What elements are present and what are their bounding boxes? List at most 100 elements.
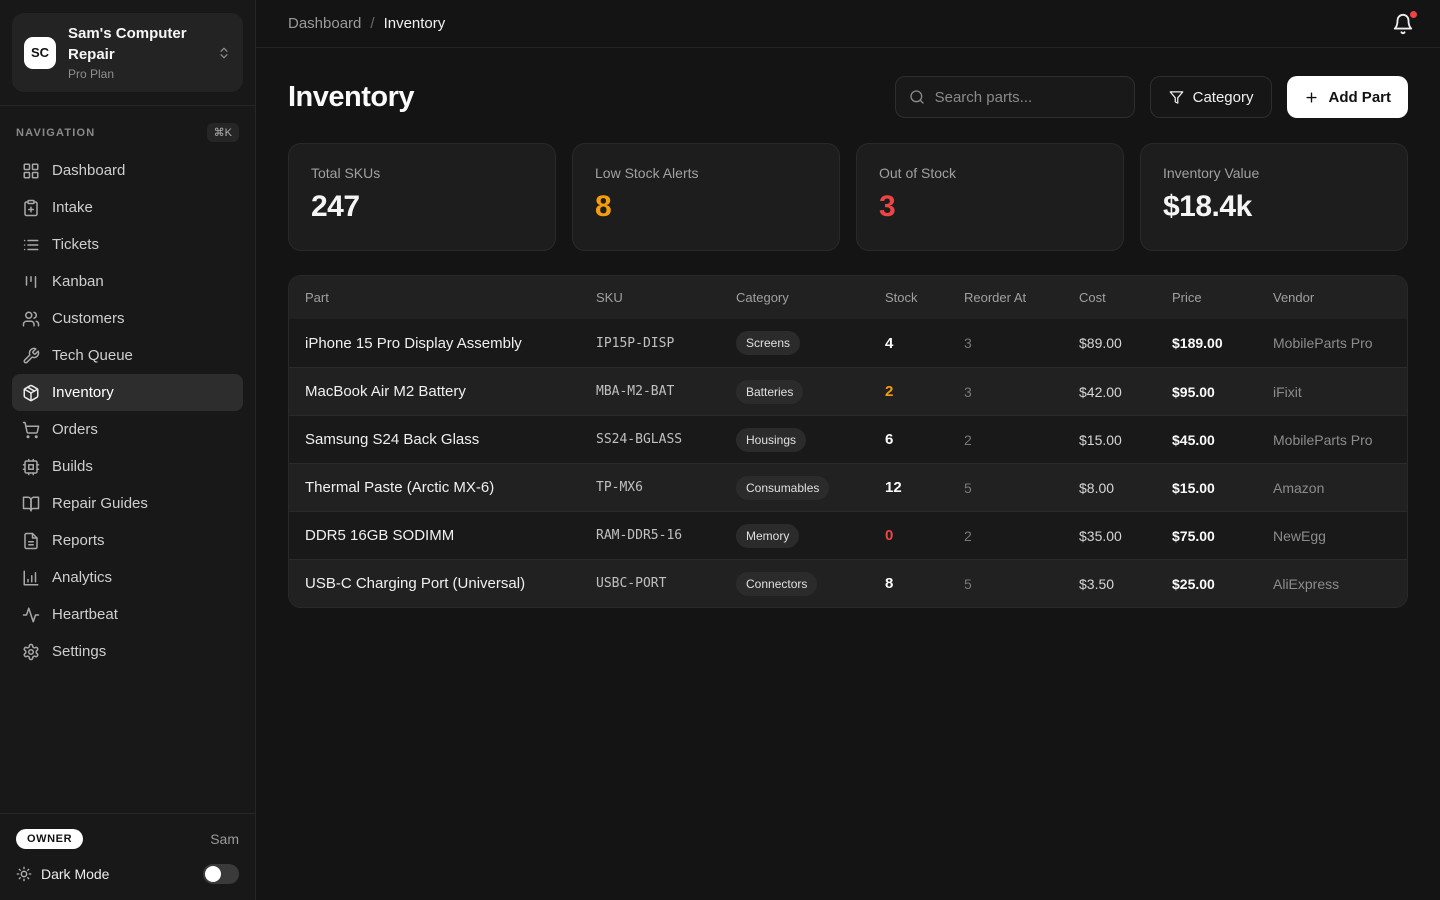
- book-open-icon: [22, 495, 40, 513]
- stock-count: 2: [885, 383, 964, 400]
- workspace-switcher[interactable]: SC Sam's Computer Repair Pro Plan: [12, 13, 243, 92]
- vendor-name: Amazon: [1273, 480, 1391, 496]
- vendor-name: MobileParts Pro: [1273, 432, 1391, 448]
- breadcrumb-dashboard[interactable]: Dashboard: [288, 15, 361, 32]
- table-row[interactable]: DDR5 16GB SODIMM RAM-DDR5-16 Memory 0 2 …: [289, 511, 1407, 559]
- sidebar-item-analytics[interactable]: Analytics: [12, 559, 243, 596]
- activity-icon: [22, 606, 40, 624]
- sidebar-item-label: Intake: [52, 199, 93, 216]
- sun-icon: [16, 866, 32, 882]
- part-name: MacBook Air M2 Battery: [305, 383, 596, 400]
- stat-value: $18.4k: [1163, 190, 1385, 224]
- category-badge: Connectors: [736, 572, 817, 596]
- stat-card-inventory-value: Inventory Value $18.4k: [1140, 143, 1408, 251]
- package-icon: [22, 384, 40, 402]
- clipboard-plus-icon: [22, 199, 40, 217]
- add-part-button[interactable]: Add Part: [1287, 76, 1408, 118]
- category-cell: Screens: [736, 331, 885, 355]
- stock-count: 12: [885, 479, 964, 496]
- gear-icon: [22, 643, 40, 661]
- sidebar-item-kanban[interactable]: Kanban: [12, 263, 243, 300]
- sidebar-item-label: Builds: [52, 458, 93, 475]
- sidebar-item-repair-guides[interactable]: Repair Guides: [12, 485, 243, 522]
- column-header-price: Price: [1172, 290, 1273, 305]
- sidebar-item-intake[interactable]: Intake: [12, 189, 243, 226]
- sidebar-item-tech-queue[interactable]: Tech Queue: [12, 337, 243, 374]
- search-input[interactable]: [935, 89, 1121, 106]
- breadcrumb-separator: /: [370, 15, 374, 32]
- stat-card-low-stock: Low Stock Alerts 8: [572, 143, 840, 251]
- sidebar-item-customers[interactable]: Customers: [12, 300, 243, 337]
- category-cell: Housings: [736, 428, 885, 452]
- chevrons-up-down-icon: [217, 46, 231, 60]
- table-row[interactable]: Samsung S24 Back Glass SS24-BGLASS Housi…: [289, 415, 1407, 463]
- toggle-knob: [205, 866, 221, 882]
- sidebar-item-builds[interactable]: Builds: [12, 448, 243, 485]
- part-sku: RAM-DDR5-16: [596, 528, 736, 543]
- column-header-cost: Cost: [1079, 290, 1172, 305]
- workspace-text: Sam's Computer Repair Pro Plan: [68, 24, 205, 81]
- part-sku: IP15P-DISP: [596, 336, 736, 351]
- vendor-name: iFixit: [1273, 384, 1391, 400]
- part-sku: MBA-M2-BAT: [596, 384, 736, 399]
- table-row[interactable]: Thermal Paste (Arctic MX-6) TP-MX6 Consu…: [289, 463, 1407, 511]
- vendor-name: NewEgg: [1273, 528, 1391, 544]
- category-filter-button[interactable]: Category: [1150, 76, 1273, 118]
- price-value: $25.00: [1172, 576, 1273, 592]
- search-box: [895, 76, 1135, 118]
- nav-list: Dashboard Intake Tickets Kanban Customer…: [0, 152, 255, 670]
- column-header-reorder: Reorder At: [964, 290, 1079, 305]
- part-name: Samsung S24 Back Glass: [305, 431, 596, 448]
- sidebar-item-heartbeat[interactable]: Heartbeat: [12, 596, 243, 633]
- shopping-cart-icon: [22, 421, 40, 439]
- cost-value: $15.00: [1079, 432, 1172, 448]
- layout-grid-icon: [22, 162, 40, 180]
- column-header-vendor: Vendor: [1273, 290, 1391, 305]
- sidebar-item-inventory[interactable]: Inventory: [12, 374, 243, 411]
- sidebar-item-label: Heartbeat: [52, 606, 118, 623]
- table-row[interactable]: USB-C Charging Port (Universal) USBC-POR…: [289, 559, 1407, 607]
- sidebar-item-label: Tickets: [52, 236, 99, 253]
- command-k-shortcut[interactable]: ⌘K: [207, 123, 239, 142]
- sidebar-item-dashboard[interactable]: Dashboard: [12, 152, 243, 189]
- column-header-category: Category: [736, 290, 885, 305]
- cost-value: $35.00: [1079, 528, 1172, 544]
- sidebar-item-label: Reports: [52, 532, 105, 549]
- dark-mode-toggle[interactable]: [203, 864, 239, 884]
- part-name: Thermal Paste (Arctic MX-6): [305, 479, 596, 496]
- users-icon: [22, 310, 40, 328]
- cost-value: $8.00: [1079, 480, 1172, 496]
- user-name: Sam: [210, 831, 239, 847]
- sidebar-item-label: Customers: [52, 310, 125, 327]
- sidebar-item-label: Dashboard: [52, 162, 125, 179]
- stat-card-total-skus: Total SKUs 247: [288, 143, 556, 251]
- category-cell: Memory: [736, 524, 885, 548]
- sidebar-item-label: Settings: [52, 643, 106, 660]
- part-sku: USBC-PORT: [596, 576, 736, 591]
- sidebar-item-label: Orders: [52, 421, 98, 438]
- stat-label: Inventory Value: [1163, 165, 1385, 181]
- sidebar-item-label: Inventory: [52, 384, 114, 401]
- sidebar-item-tickets[interactable]: Tickets: [12, 226, 243, 263]
- workspace-name: Sam's Computer Repair: [68, 24, 205, 65]
- cost-value: $42.00: [1079, 384, 1172, 400]
- kanban-icon: [22, 273, 40, 291]
- notifications-button[interactable]: [1390, 11, 1416, 37]
- vendor-name: AliExpress: [1273, 576, 1391, 592]
- page-title: Inventory: [288, 81, 414, 114]
- table-row[interactable]: iPhone 15 Pro Display Assembly IP15P-DIS…: [289, 319, 1407, 367]
- stat-value: 8: [595, 190, 817, 224]
- sidebar-item-settings[interactable]: Settings: [12, 633, 243, 670]
- sidebar-item-reports[interactable]: Reports: [12, 522, 243, 559]
- role-badge: OWNER: [16, 829, 83, 849]
- price-value: $189.00: [1172, 335, 1273, 351]
- table-row[interactable]: MacBook Air M2 Battery MBA-M2-BAT Batter…: [289, 367, 1407, 415]
- sidebar-item-orders[interactable]: Orders: [12, 411, 243, 448]
- stat-label: Out of Stock: [879, 165, 1101, 181]
- price-value: $15.00: [1172, 480, 1273, 496]
- price-value: $45.00: [1172, 432, 1273, 448]
- sidebar-item-label: Tech Queue: [52, 347, 133, 364]
- nav-header: NAVIGATION ⌘K: [0, 106, 255, 152]
- category-badge: Batteries: [736, 380, 803, 404]
- reorder-level: 2: [964, 528, 1079, 544]
